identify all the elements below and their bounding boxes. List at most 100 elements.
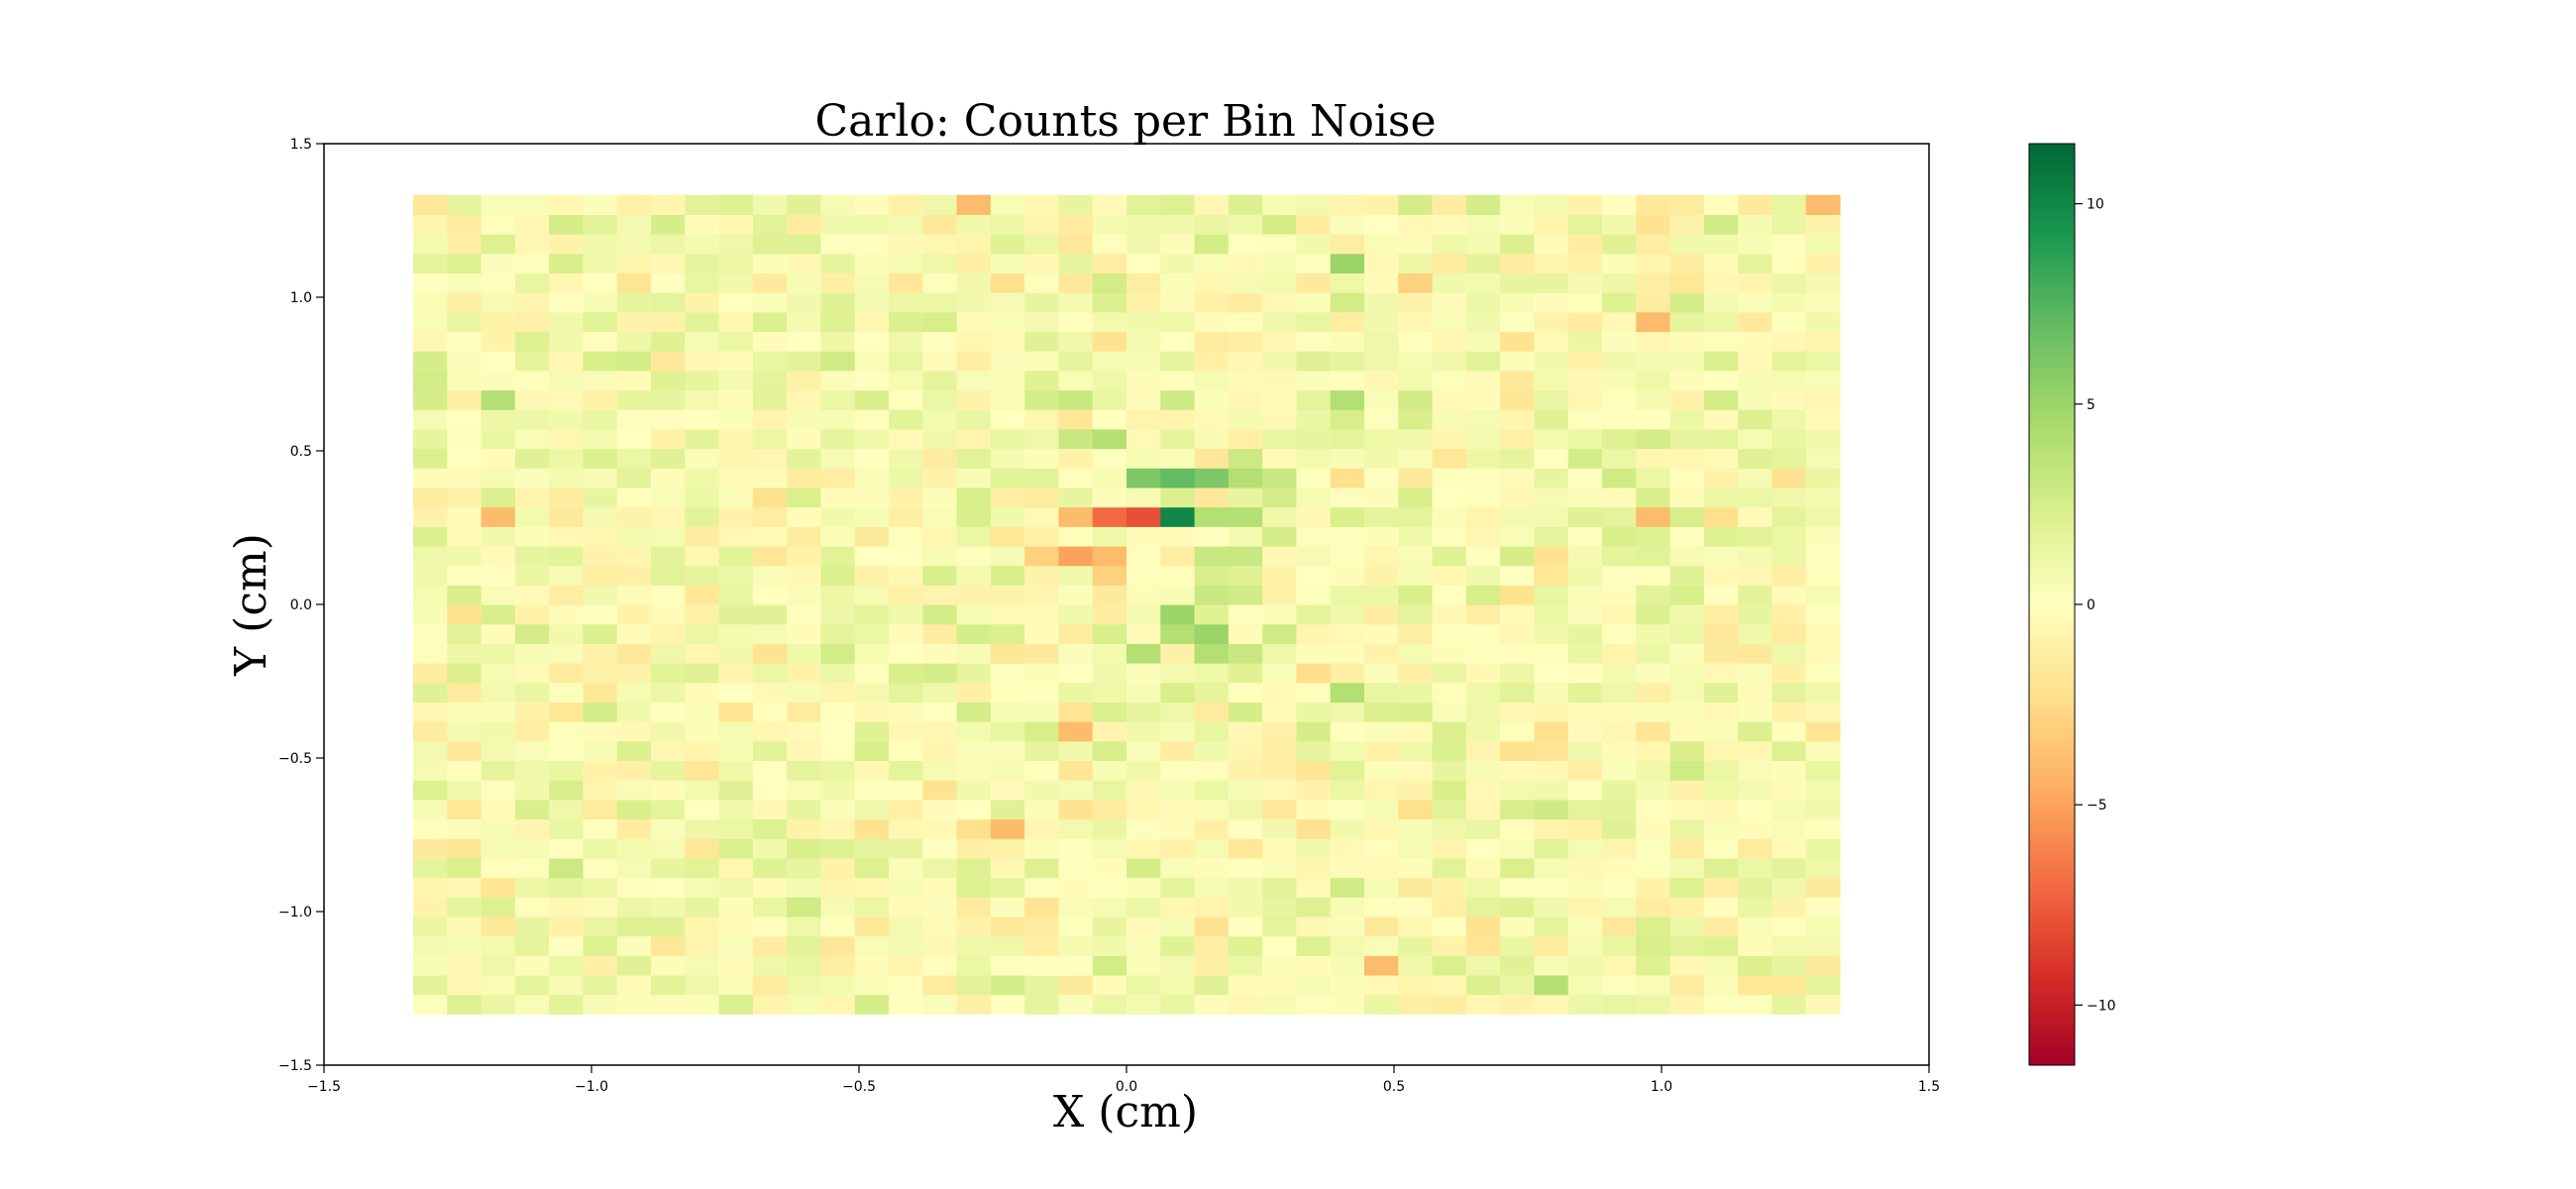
heatmap-cell (1465, 916, 1501, 937)
heatmap-cell (1771, 331, 1807, 352)
heatmap-cell (1738, 253, 1773, 273)
heatmap-cell (1738, 486, 1773, 508)
heatmap-cell (956, 253, 992, 273)
heatmap-cell (616, 935, 652, 956)
heatmap-cell (1534, 857, 1569, 879)
heatmap-cell (1092, 780, 1127, 801)
heatmap-cell (1330, 214, 1365, 235)
heatmap-cell (413, 428, 448, 450)
heatmap-cell (1500, 214, 1536, 235)
heatmap-cell (1703, 897, 1739, 918)
heatmap-cell (413, 486, 448, 508)
heatmap-cell (1194, 818, 1230, 839)
heatmap-cell (1127, 292, 1161, 313)
heatmap-cell (1669, 214, 1705, 235)
heatmap-cell (481, 214, 516, 235)
heatmap-cell (718, 370, 754, 391)
heatmap-cell (549, 780, 585, 801)
heatmap-cell (1465, 799, 1501, 820)
heatmap-cell (583, 234, 618, 255)
heatmap-cell (1703, 585, 1739, 605)
heatmap-cell (1398, 585, 1434, 605)
heatmap-cell (1330, 799, 1365, 820)
heatmap-cell (1228, 409, 1263, 430)
heatmap-cell (1160, 370, 1196, 391)
heatmap-cell (1703, 272, 1739, 293)
heatmap-cell (1771, 526, 1807, 547)
heatmap-cell (1500, 799, 1536, 820)
heatmap-cell (651, 643, 686, 664)
heatmap-cell (1636, 818, 1671, 839)
heatmap-cell (1771, 838, 1807, 859)
heatmap-cell (1160, 565, 1196, 586)
heatmap-cell (651, 818, 686, 839)
heatmap-cell (854, 994, 890, 1015)
heatmap-cell (413, 623, 448, 644)
heatmap-cell (549, 194, 585, 215)
heatmap-cell (854, 623, 890, 644)
heatmap-cell (685, 409, 720, 430)
heatmap-cell (1262, 643, 1298, 664)
heatmap-cell (1669, 935, 1705, 956)
heatmap-cell (1432, 585, 1467, 605)
heatmap-cell (1500, 955, 1536, 976)
heatmap-cell (1330, 760, 1365, 781)
heatmap-cell (583, 409, 618, 430)
heatmap-cell (1636, 857, 1671, 879)
heatmap-cell (685, 389, 720, 410)
heatmap-cell (854, 331, 890, 352)
heatmap-cell (447, 740, 483, 762)
heatmap-cell (1636, 506, 1671, 527)
heatmap-cell (1228, 389, 1263, 410)
heatmap-cell (413, 916, 448, 937)
heatmap-cell (1296, 935, 1332, 956)
colorbar-tick-label: 0 (2087, 597, 2095, 613)
heatmap-cell (583, 955, 618, 976)
heatmap-cell (1771, 935, 1807, 956)
heatmap-cell (752, 760, 788, 781)
x-tick-label: 1.5 (1918, 1079, 1940, 1095)
heatmap-cell (1567, 194, 1603, 215)
heatmap-cell (1398, 702, 1434, 722)
heatmap-cell (1262, 877, 1298, 898)
heatmap-cell (1601, 468, 1637, 488)
heatmap-cell (752, 702, 788, 722)
heatmap-cell (514, 272, 550, 293)
heatmap-cell (1092, 935, 1127, 956)
heatmap-cell (1194, 974, 1230, 996)
heatmap-cell (514, 585, 550, 605)
heatmap-cell (1363, 994, 1399, 1015)
heatmap-cell (685, 955, 720, 976)
heatmap-cell (1669, 974, 1705, 996)
heatmap-cell (481, 253, 516, 273)
heatmap-cell (514, 643, 550, 664)
heatmap-cell (1330, 351, 1365, 372)
heatmap-cell (1194, 799, 1230, 820)
heatmap-cell (1398, 818, 1434, 839)
heatmap-cell (922, 311, 958, 333)
heatmap-cell (616, 468, 652, 488)
heatmap-cell (1669, 448, 1705, 469)
heatmap-cell (481, 857, 516, 879)
heatmap-cell (1058, 682, 1094, 703)
heatmap-cell (447, 818, 483, 839)
heatmap-cell (1092, 897, 1127, 918)
heatmap-cell (1092, 565, 1127, 586)
heatmap-cell (922, 916, 958, 937)
heatmap-cell (1703, 194, 1739, 215)
heatmap-cell (1771, 409, 1807, 430)
heatmap-cell (1330, 623, 1365, 644)
heatmap-cell (1771, 682, 1807, 703)
heatmap-cell (1703, 663, 1739, 684)
heatmap-cell (1567, 857, 1603, 879)
heatmap-cell (1058, 526, 1094, 547)
heatmap-cell (1636, 331, 1671, 352)
heatmap-cell (1738, 565, 1773, 586)
heatmap-cell (583, 702, 618, 722)
heatmap-cell (447, 702, 483, 722)
heatmap-cell (549, 604, 585, 625)
heatmap-cell (752, 292, 788, 313)
heatmap-cell (854, 818, 890, 839)
heatmap-cell (1567, 897, 1603, 918)
heatmap-cell (1330, 585, 1365, 605)
